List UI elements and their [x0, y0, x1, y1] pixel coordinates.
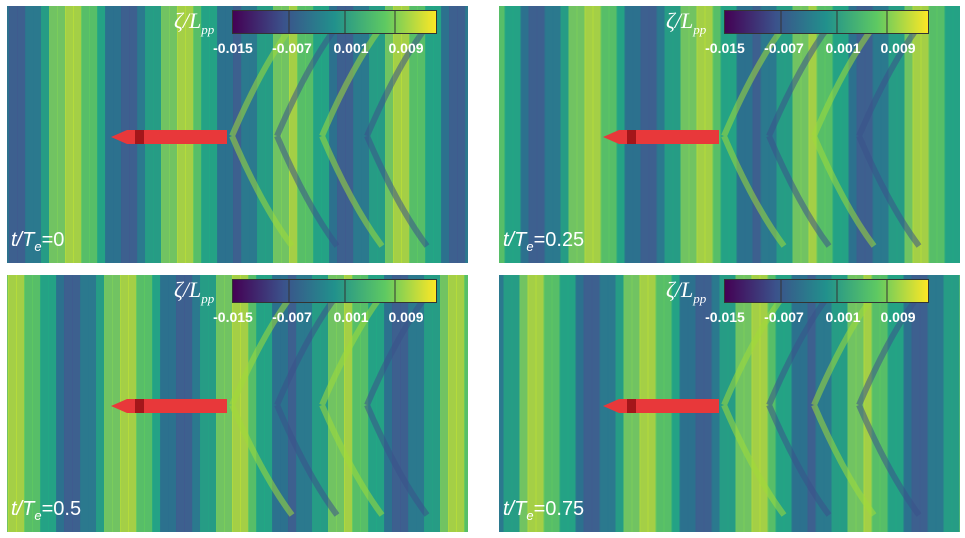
wave-panel-t075: ζ/Lpp -0.015 -0.007 0.001 0.009 t/Te=0.7… [499, 275, 960, 532]
wave-panel-t025: ζ/Lpp -0.015 -0.007 0.001 0.009 t/Te=0.2… [499, 6, 960, 263]
ship-hull [111, 399, 227, 413]
wave-elevation-field [7, 275, 468, 532]
colorbar-ticks: -0.015 -0.007 0.001 0.009 [698, 309, 948, 327]
colorbar [724, 279, 929, 303]
colorbar [724, 10, 929, 34]
colorbar-label: ζ/Lpp [174, 8, 215, 37]
wave-elevation-field [499, 275, 960, 532]
wave-elevation-field [7, 6, 468, 263]
colorbar-tick: 0.001 [333, 40, 369, 56]
ship-hull [111, 130, 227, 144]
colorbar-tick: -0.015 [705, 40, 745, 56]
colorbar-tick: -0.007 [764, 309, 804, 325]
colorbar-ticks: -0.015 -0.007 0.001 0.009 [698, 40, 948, 58]
time-label: t/Te=0 [11, 229, 65, 254]
ship-hull [603, 399, 719, 413]
colorbar-label: ζ/Lpp [174, 277, 215, 306]
colorbar-label: ζ/Lpp [666, 277, 707, 306]
colorbar [232, 279, 437, 303]
wave-panel-t05: ζ/Lpp -0.015 -0.007 0.001 0.009 t/Te=0.5 [7, 275, 468, 532]
colorbar-ticks: -0.015 -0.007 0.001 0.009 [206, 40, 456, 58]
colorbar-tick: 0.001 [825, 309, 861, 325]
colorbar-ticks: -0.015 -0.007 0.001 0.009 [206, 309, 456, 327]
time-label: t/Te=0.25 [503, 229, 585, 254]
colorbar-tick: -0.015 [213, 40, 253, 56]
colorbar-tick: 0.001 [333, 309, 369, 325]
wave-panel-t0: ζ/Lpp -0.015 -0.007 0.001 0.009 t/Te=0 [7, 6, 468, 263]
colorbar-tick: -0.007 [272, 40, 312, 56]
time-label: t/Te=0.75 [503, 498, 585, 523]
ship-hull [603, 130, 719, 144]
colorbar-tick: -0.015 [705, 309, 745, 325]
colorbar-tick: -0.007 [272, 309, 312, 325]
wave-elevation-field [499, 6, 960, 263]
colorbar-tick: 0.009 [388, 309, 424, 325]
colorbar-tick: -0.015 [213, 309, 253, 325]
colorbar-tick: 0.009 [388, 40, 424, 56]
colorbar-label: ζ/Lpp [666, 8, 707, 37]
time-label: t/Te=0.5 [11, 498, 82, 523]
colorbar-tick: 0.009 [880, 309, 916, 325]
colorbar-tick: 0.001 [825, 40, 861, 56]
colorbar-tick: -0.007 [764, 40, 804, 56]
colorbar-tick: 0.009 [880, 40, 916, 56]
colorbar [232, 10, 437, 34]
